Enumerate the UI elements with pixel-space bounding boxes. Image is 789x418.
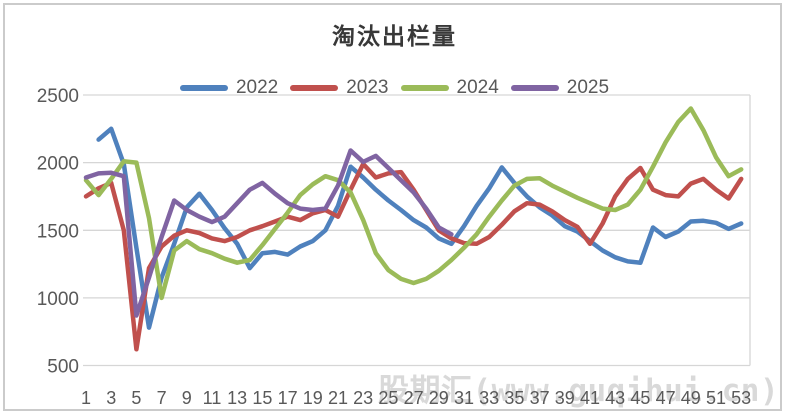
series-line-2022 [96,126,744,330]
y-tick-label: 1500 [37,221,79,242]
x-tick-label: 13 [227,388,247,408]
x-tick-label: 1 [81,388,91,408]
x-tick-label: 3 [106,388,116,408]
x-tick-label: 53 [731,388,751,408]
x-tick-label: 15 [252,388,272,408]
legend-label-2024: 2024 [456,77,499,98]
x-tick-label: 5 [131,388,141,408]
y-tick-label: 2500 [37,86,79,107]
x-tick-label: 33 [479,388,499,408]
x-tick-label: 25 [378,388,398,408]
series-line-2024 [83,106,744,301]
x-tick-label: 37 [530,388,550,408]
y-tick-label: 2000 [37,154,79,175]
chart-legend: 2022 2023 2024 2025 [0,77,789,99]
series-line-2025 [83,148,454,318]
legend-label-2022: 2022 [235,77,279,98]
legend-swatch-2024 [400,85,449,91]
legend-item-2023: 2023 [290,77,389,99]
y-tick-label: 500 [47,357,79,378]
x-tick-label: 23 [353,388,373,408]
x-tick-label: 49 [681,388,701,408]
x-tick-label: 51 [706,388,726,408]
x-tick-label: 45 [630,388,650,408]
x-tick-label: 27 [404,388,424,408]
x-tick-label: 11 [203,388,222,408]
legend-swatch-2022 [179,85,228,91]
x-tick-label: 19 [303,388,323,408]
legend-item-2025: 2025 [510,77,610,99]
x-tick-label: 7 [157,388,167,408]
x-tick-label: 17 [278,388,298,408]
y-tick-label: 1000 [37,289,79,310]
x-tick-label: 41 [580,388,600,408]
legend-label-2023: 2023 [346,77,389,98]
legend-item-2024: 2024 [400,77,499,99]
x-tick-label: 39 [555,388,575,408]
x-tick-label: 29 [429,388,449,408]
watermark: 股期汇(www.guqihui.cn) [378,373,779,409]
x-tick-label: 9 [182,388,192,408]
x-tick-label: 31 [454,388,474,408]
x-tick-label: 47 [656,388,676,408]
x-tick-label: 35 [504,388,524,408]
x-tick-label: 21 [328,388,348,408]
chart-frame [3,3,782,411]
legend-swatch-2025 [510,85,559,91]
legend-swatch-2023 [290,85,339,91]
chart-title: 淘汰出栏量 [332,24,457,49]
x-tick-label: 43 [605,388,625,408]
legend-label-2025: 2025 [566,77,610,98]
legend-item-2022: 2022 [179,77,279,99]
